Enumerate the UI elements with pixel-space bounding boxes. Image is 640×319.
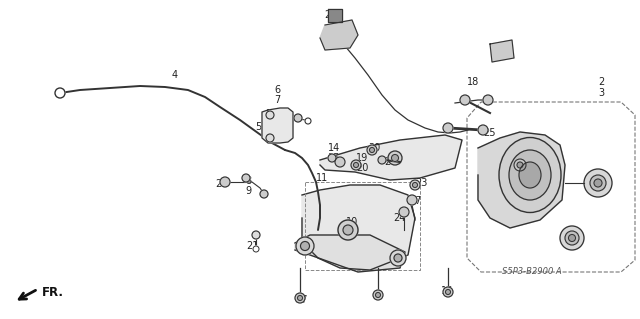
Polygon shape: [320, 20, 358, 50]
Text: 30: 30: [368, 143, 380, 153]
Text: 21: 21: [246, 241, 258, 251]
Ellipse shape: [509, 150, 551, 200]
Text: FR.: FR.: [42, 286, 64, 299]
Polygon shape: [302, 185, 415, 270]
Circle shape: [338, 220, 358, 240]
Text: 9: 9: [245, 186, 251, 196]
Circle shape: [298, 295, 303, 300]
Ellipse shape: [565, 231, 579, 245]
Text: 26: 26: [384, 157, 396, 167]
Polygon shape: [295, 235, 405, 272]
Polygon shape: [328, 9, 342, 22]
Circle shape: [220, 177, 230, 187]
Circle shape: [55, 88, 65, 98]
Text: 15: 15: [328, 153, 340, 163]
Ellipse shape: [499, 137, 561, 212]
Circle shape: [514, 159, 526, 171]
Text: 31: 31: [280, 110, 292, 120]
Text: 13: 13: [596, 180, 608, 190]
Circle shape: [260, 190, 268, 198]
Circle shape: [335, 157, 345, 167]
Circle shape: [242, 174, 250, 182]
Circle shape: [296, 237, 314, 255]
Circle shape: [407, 195, 417, 205]
Text: 16: 16: [441, 286, 453, 296]
Ellipse shape: [519, 162, 541, 188]
Ellipse shape: [568, 234, 575, 241]
Text: 18: 18: [467, 77, 479, 87]
Circle shape: [445, 290, 451, 294]
Circle shape: [373, 290, 383, 300]
Text: 19: 19: [356, 153, 368, 163]
Circle shape: [443, 287, 453, 297]
Circle shape: [413, 182, 417, 188]
Circle shape: [353, 162, 358, 167]
Circle shape: [517, 162, 523, 168]
Circle shape: [266, 111, 274, 119]
Polygon shape: [478, 132, 565, 228]
Circle shape: [369, 147, 374, 152]
Circle shape: [295, 293, 305, 303]
Text: 6: 6: [274, 85, 280, 95]
Circle shape: [399, 207, 409, 217]
Ellipse shape: [560, 226, 584, 250]
Circle shape: [351, 160, 361, 170]
Circle shape: [378, 156, 386, 164]
Text: 4: 4: [172, 70, 178, 80]
Circle shape: [460, 95, 470, 105]
Circle shape: [266, 134, 274, 142]
Text: 22: 22: [216, 179, 228, 189]
Text: 2: 2: [598, 77, 604, 87]
Circle shape: [367, 145, 377, 155]
Text: 17: 17: [410, 196, 422, 206]
Text: 8: 8: [245, 176, 251, 186]
Circle shape: [253, 246, 259, 252]
Circle shape: [294, 114, 302, 122]
Circle shape: [305, 118, 311, 124]
Text: 28: 28: [324, 10, 336, 20]
Text: 14: 14: [328, 143, 340, 153]
Text: 27: 27: [296, 295, 308, 305]
Circle shape: [376, 293, 381, 298]
Polygon shape: [320, 135, 462, 180]
Text: 25: 25: [483, 128, 495, 138]
Text: 5: 5: [255, 122, 261, 132]
Text: 11: 11: [316, 173, 328, 183]
Text: 10: 10: [346, 217, 358, 227]
Text: 32: 32: [522, 165, 534, 175]
Circle shape: [443, 123, 453, 133]
Polygon shape: [262, 108, 293, 143]
Polygon shape: [490, 40, 514, 62]
Circle shape: [301, 241, 310, 250]
Text: 24: 24: [393, 213, 405, 223]
Circle shape: [478, 125, 488, 135]
Text: S5P3-B2900 A: S5P3-B2900 A: [502, 266, 562, 276]
Circle shape: [328, 154, 336, 162]
Ellipse shape: [590, 175, 606, 191]
Circle shape: [343, 225, 353, 235]
Text: 7: 7: [274, 95, 280, 105]
Text: 12: 12: [560, 235, 572, 245]
Circle shape: [390, 250, 406, 266]
Circle shape: [252, 231, 260, 239]
Text: 1: 1: [334, 12, 340, 22]
Text: 20: 20: [356, 163, 368, 173]
Circle shape: [394, 254, 402, 262]
Text: 29: 29: [493, 47, 505, 57]
Ellipse shape: [594, 179, 602, 187]
Circle shape: [388, 151, 402, 165]
Text: 3: 3: [598, 88, 604, 98]
Ellipse shape: [584, 169, 612, 197]
Circle shape: [483, 95, 493, 105]
Text: 23: 23: [415, 178, 427, 188]
Circle shape: [392, 154, 399, 161]
Circle shape: [410, 180, 420, 190]
